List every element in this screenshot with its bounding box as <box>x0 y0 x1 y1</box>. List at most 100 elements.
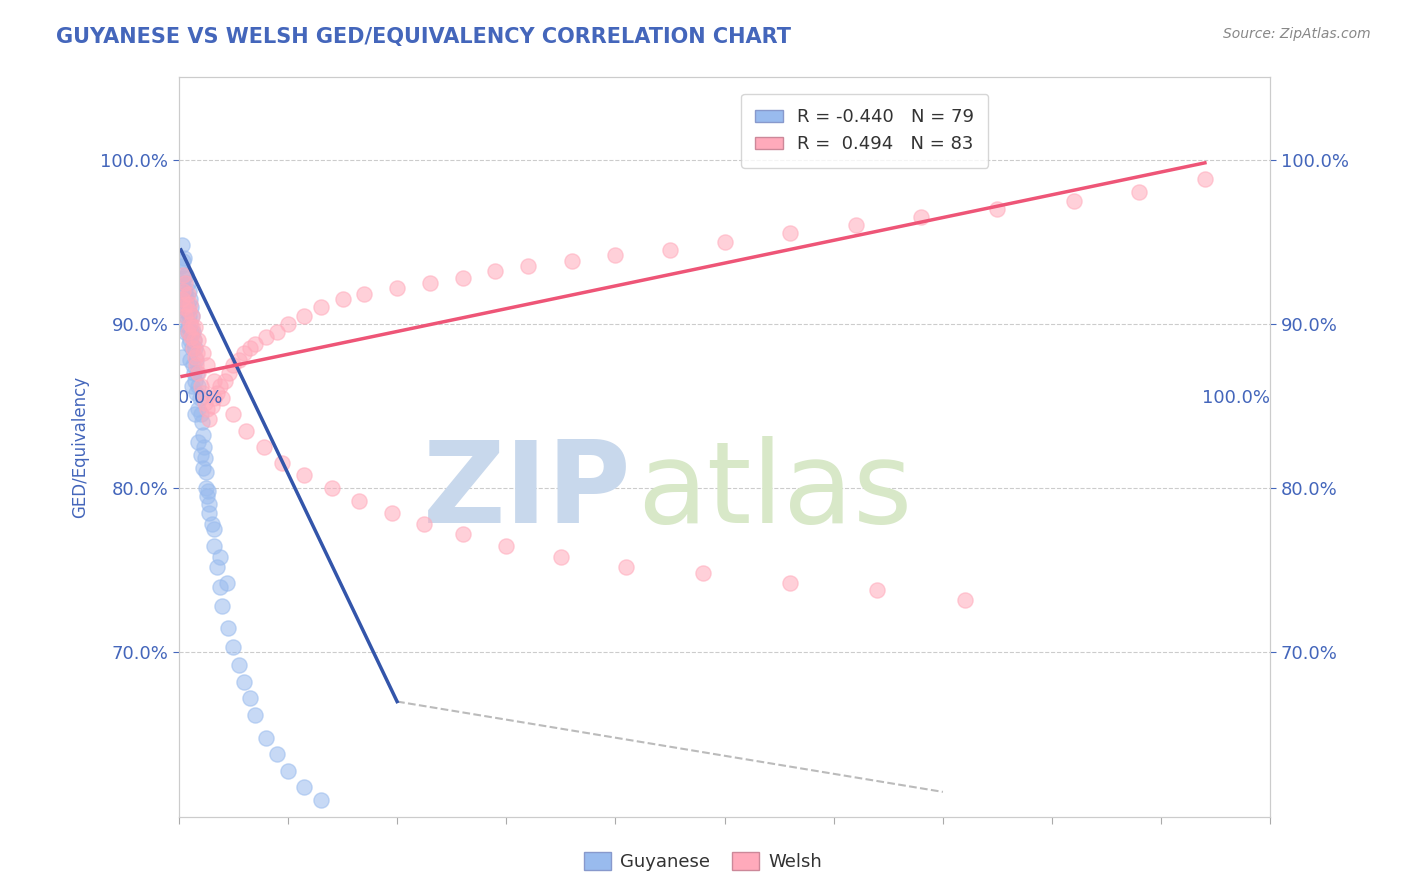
Point <box>253 440 276 454</box>
Point <box>277 764 299 778</box>
Point <box>228 658 250 673</box>
Point <box>174 276 197 290</box>
Point <box>198 498 221 512</box>
Point <box>605 248 627 262</box>
Text: GUYANESE VS WELSH GED/EQUIVALENCY CORRELATION CHART: GUYANESE VS WELSH GED/EQUIVALENCY CORREL… <box>56 27 792 46</box>
Point <box>495 539 517 553</box>
Point <box>332 292 354 306</box>
Point <box>191 385 214 400</box>
Point <box>174 325 197 339</box>
Point <box>186 366 208 380</box>
Point <box>190 415 212 429</box>
Point <box>209 580 232 594</box>
Point <box>176 325 198 339</box>
Point <box>181 325 204 339</box>
Point <box>218 366 240 380</box>
Point <box>845 219 868 233</box>
Point <box>233 674 256 689</box>
Point <box>266 325 288 339</box>
Point <box>180 309 202 323</box>
Point <box>170 292 193 306</box>
Point <box>186 358 208 372</box>
Point <box>176 303 198 318</box>
Point <box>180 330 202 344</box>
Point <box>347 494 370 508</box>
Point <box>188 391 211 405</box>
Point <box>243 336 266 351</box>
Point <box>173 251 195 265</box>
Point <box>198 412 221 426</box>
Point <box>186 346 208 360</box>
Point <box>172 268 194 282</box>
Point <box>292 780 315 794</box>
Point <box>195 358 218 372</box>
Point <box>180 325 202 339</box>
Point <box>184 350 207 364</box>
Point <box>1194 172 1216 186</box>
Point <box>187 333 209 347</box>
Point <box>183 333 205 347</box>
Point <box>179 353 201 368</box>
Point <box>200 517 222 532</box>
Point <box>195 481 218 495</box>
Point <box>309 301 332 315</box>
Point <box>179 333 201 347</box>
Point <box>451 527 474 541</box>
Point <box>184 374 207 388</box>
Point <box>1128 186 1150 200</box>
Point <box>180 309 202 323</box>
Point <box>172 284 194 298</box>
Point <box>174 309 197 323</box>
Point <box>194 395 217 409</box>
Point <box>176 309 198 323</box>
Point <box>187 435 209 450</box>
Point <box>321 481 343 495</box>
Point <box>183 366 205 380</box>
Point <box>179 317 201 331</box>
Point <box>181 358 204 372</box>
Point <box>176 287 198 301</box>
Point <box>614 560 637 574</box>
Point <box>184 342 207 356</box>
Point <box>202 391 225 405</box>
Point <box>309 793 332 807</box>
Point <box>177 309 200 323</box>
Point <box>180 301 202 315</box>
Point <box>211 391 233 405</box>
Point <box>194 451 217 466</box>
Point <box>205 560 228 574</box>
Point <box>353 287 375 301</box>
Point <box>205 385 228 400</box>
Point <box>986 202 1008 216</box>
Point <box>277 317 299 331</box>
Point <box>177 336 200 351</box>
Point <box>191 346 214 360</box>
Point <box>184 320 207 334</box>
Point <box>170 276 193 290</box>
Point <box>176 325 198 339</box>
Point <box>550 549 572 564</box>
Point <box>235 424 257 438</box>
Point <box>179 317 201 331</box>
Point <box>179 297 201 311</box>
Point <box>1063 194 1085 208</box>
Point <box>170 350 193 364</box>
Point <box>170 260 193 274</box>
Point <box>170 238 193 252</box>
Point <box>413 517 436 532</box>
Point <box>953 592 976 607</box>
Legend: R = -0.440   N = 79, R =  0.494   N = 83: R = -0.440 N = 79, R = 0.494 N = 83 <box>741 94 988 168</box>
Point <box>195 489 218 503</box>
Point <box>190 379 212 393</box>
Text: atlas: atlas <box>637 436 912 547</box>
Point <box>180 379 202 393</box>
Point <box>176 292 198 306</box>
Point <box>266 747 288 761</box>
Point <box>187 402 209 417</box>
Point <box>200 399 222 413</box>
Point <box>385 281 408 295</box>
Text: Source: ZipAtlas.com: Source: ZipAtlas.com <box>1223 27 1371 41</box>
Point <box>202 539 225 553</box>
Point <box>381 506 404 520</box>
Point <box>484 264 506 278</box>
